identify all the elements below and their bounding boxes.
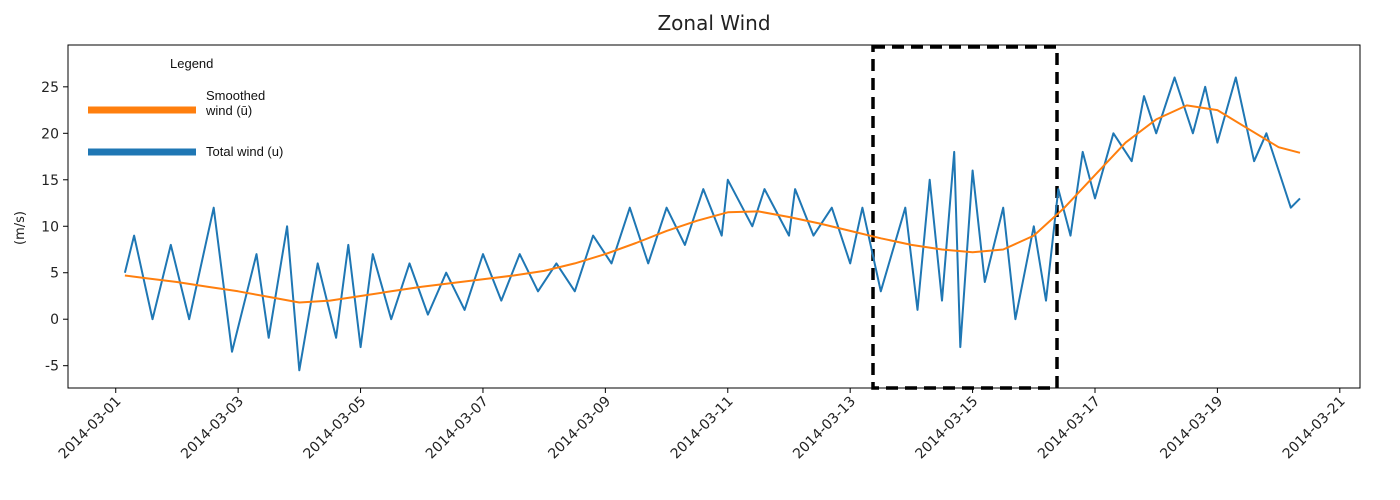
- x-tick-label: 2014-03-09: [545, 394, 614, 463]
- x-tick-label: 2014-03-15: [913, 394, 982, 463]
- highlight-box: [871, 45, 1059, 390]
- y-tick-label: 15: [41, 173, 59, 189]
- y-tick-label: 10: [41, 219, 59, 235]
- y-tick-label: 0: [50, 312, 59, 328]
- chart-title: Zonal Wind: [657, 11, 770, 35]
- y-tick-label: -5: [45, 359, 59, 375]
- y-axis-label: (m/s): [13, 211, 28, 245]
- x-tick-label: 2014-03-17: [1035, 394, 1104, 463]
- x-tick-label: 2014-03-13: [790, 394, 859, 463]
- x-tick-label: 2014-03-19: [1157, 394, 1226, 463]
- y-tick-label: 25: [41, 80, 59, 96]
- x-tick-label: 2014-03-05: [301, 394, 370, 463]
- y-tick-label: 20: [41, 126, 59, 142]
- plot-frame: [67, 44, 1361, 389]
- legend-label: Smoothed wind (ū): [206, 88, 266, 118]
- legend-label: Total wind (u): [206, 144, 284, 159]
- legend-title: Legend: [170, 56, 214, 71]
- y-tick-label: 5: [50, 266, 59, 282]
- x-tick-label: 2014-03-07: [423, 394, 492, 463]
- x-tick-label: 2014-03-21: [1280, 394, 1349, 463]
- x-tick-label: 2014-03-01: [56, 394, 125, 463]
- series-line: [124, 104, 1301, 304]
- series-line: [123, 76, 1301, 372]
- x-tick-label: 2014-03-03: [178, 394, 247, 463]
- x-tick-label: 2014-03-11: [668, 394, 737, 463]
